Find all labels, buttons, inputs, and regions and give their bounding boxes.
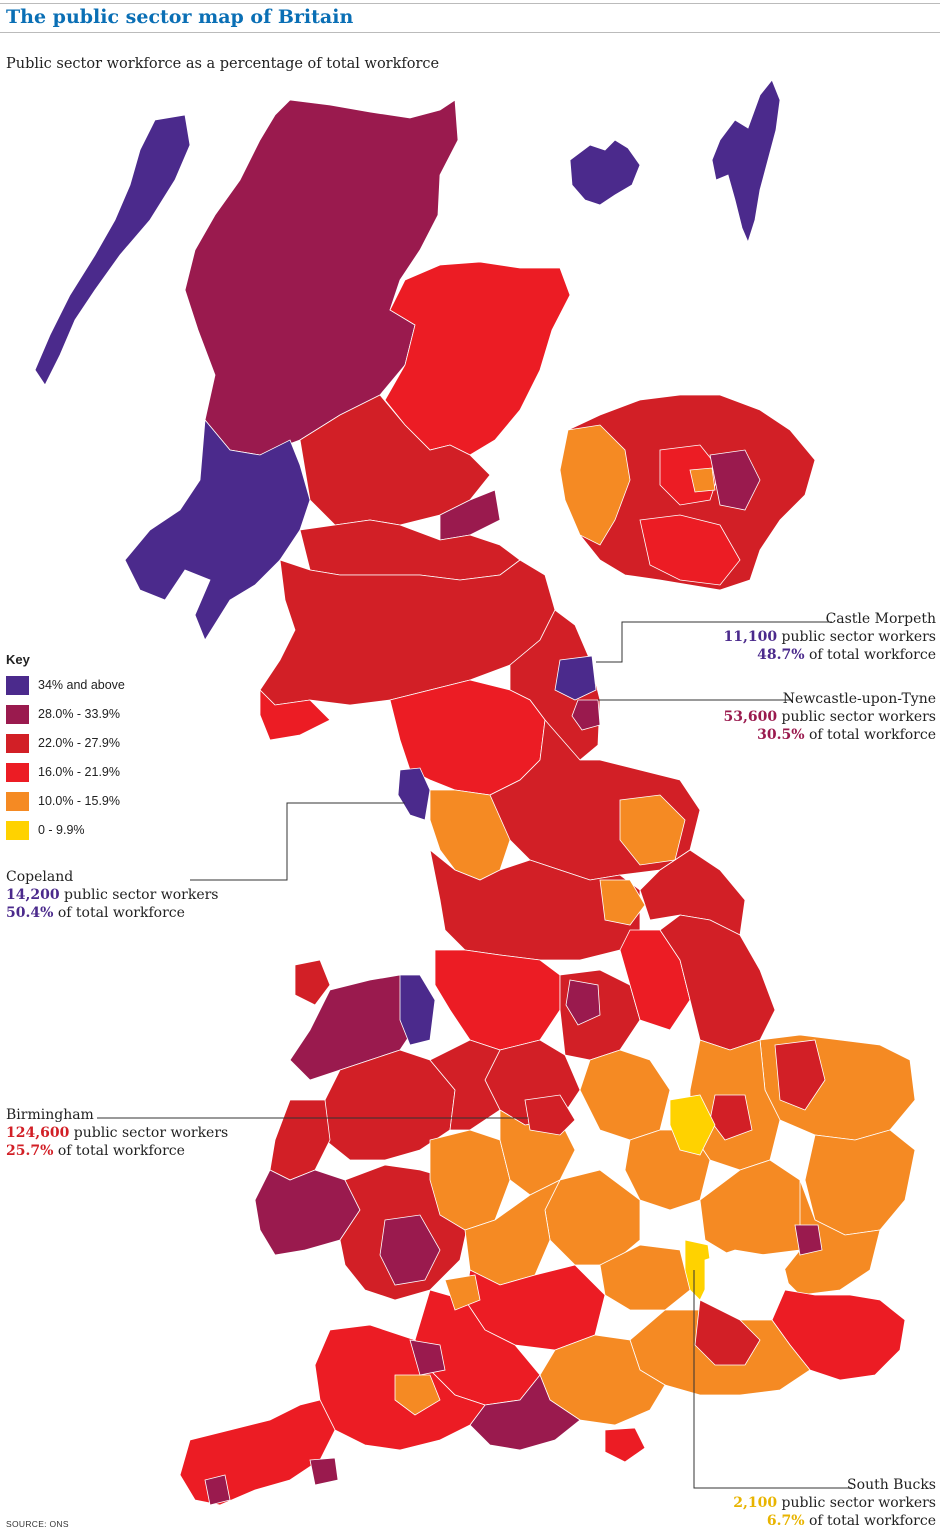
region-argyll — [124, 418, 311, 641]
callout-percent: 50.4% — [6, 905, 54, 921]
region-shetland — [711, 79, 781, 244]
region-penwith — [204, 1474, 231, 1506]
title-rule — [0, 32, 940, 33]
region-birmingham — [524, 1094, 576, 1136]
region-galloway — [259, 689, 331, 741]
inset-london-city — [689, 467, 716, 493]
source-note: SOURCE: ONS — [6, 1519, 69, 1529]
callout-name: Newcastle-upon-Tyne — [782, 691, 936, 707]
key-swatch — [6, 791, 29, 811]
callout-workers: 53,600 — [723, 709, 778, 725]
region-valleys — [379, 1214, 441, 1286]
region-surrey — [694, 1299, 761, 1366]
region-mid-devon — [409, 1339, 446, 1376]
callout-name: Copeland — [6, 869, 74, 885]
leader-south-bucks — [693, 1270, 852, 1489]
callout-percent-suffix: of total workforce — [804, 1513, 936, 1529]
callout-percent-suffix: of total workforce — [804, 647, 936, 663]
callout-newcastle: Newcastle-upon-Tyne 53,600 public sector… — [724, 690, 937, 744]
callout-workers-suffix: public sector workers — [59, 887, 219, 903]
key-swatch — [6, 704, 29, 724]
page-subtitle: Public sector workforce as a percentage … — [6, 56, 440, 72]
callout-workers-suffix: public sector workers — [777, 629, 936, 645]
key-label: 0 - 9.9% — [38, 823, 85, 837]
region-kings-lynn — [774, 1039, 826, 1111]
key-label: 10.0% - 15.9% — [38, 794, 120, 808]
key-swatch — [6, 762, 29, 782]
key-item: 10.0% - 15.9% — [6, 790, 125, 812]
region-mansfield — [565, 979, 601, 1026]
region-milton-keynes — [669, 1094, 716, 1156]
callout-workers: 2,100 — [733, 1495, 778, 1511]
callout-birmingham: Birmingham 124,600 public sector workers… — [6, 1106, 228, 1160]
region-ceredigion — [269, 1099, 331, 1181]
callout-name: Birmingham — [6, 1107, 94, 1123]
region-anglesey — [294, 959, 331, 1006]
callout-percent: 6.7% — [766, 1513, 805, 1529]
region-cheshire — [434, 949, 561, 1051]
callout-percent: 25.7% — [6, 1143, 54, 1159]
region-exeter — [394, 1374, 441, 1416]
inset-london-west — [559, 424, 631, 546]
map-key: Key 34% and above 28.0% - 33.9% 22.0% - 27… — [6, 652, 125, 848]
key-item: 28.0% - 33.9% — [6, 703, 125, 725]
key-label: 16.0% - 21.9% — [38, 765, 120, 779]
top-rule — [0, 3, 940, 4]
callout-copeland: Copeland 14,200 public sector workers 50… — [6, 868, 219, 922]
callout-percent: 30.5% — [757, 727, 805, 743]
region-chelmsford — [794, 1224, 823, 1256]
region-denbighshire — [399, 974, 436, 1046]
region-copeland — [397, 767, 431, 821]
key-label: 22.0% - 27.9% — [38, 736, 120, 750]
callout-name: Castle Morpeth — [825, 611, 936, 627]
callout-workers: 11,100 — [723, 629, 778, 645]
region-isle-of-wight — [604, 1427, 646, 1463]
key-item: 34% and above — [6, 674, 125, 696]
key-swatch — [6, 675, 29, 695]
region-plymouth — [309, 1457, 339, 1486]
key-title: Key — [6, 652, 30, 667]
region-castle-morpeth — [554, 655, 597, 701]
callout-percent-suffix: of total workforce — [53, 905, 185, 921]
region-oxfordshire — [544, 1169, 641, 1266]
region-dorset — [469, 1374, 581, 1451]
callout-workers-suffix: public sector workers — [777, 709, 936, 725]
region-suffolk — [804, 1129, 916, 1236]
callout-percent-suffix: of total workforce — [804, 727, 936, 743]
region-leicestershire — [579, 1049, 671, 1141]
callout-percent: 48.7% — [757, 647, 805, 663]
callout-percent-suffix: of total workforce — [53, 1143, 185, 1159]
callout-workers: 14,200 — [6, 887, 60, 903]
region-bristol — [444, 1274, 481, 1311]
key-item: 22.0% - 27.9% — [6, 732, 125, 754]
key-label: 34% and above — [38, 678, 125, 692]
key-item: 0 - 9.9% — [6, 819, 125, 841]
key-swatch — [6, 733, 29, 753]
region-newcastle — [571, 699, 601, 731]
region-outer-hebrides — [34, 114, 191, 386]
callout-workers-suffix: public sector workers — [69, 1125, 229, 1141]
callout-workers: 124,600 — [6, 1125, 70, 1141]
region-herefordshire — [429, 1129, 511, 1231]
inset-london-east — [709, 449, 761, 511]
callout-castle-morpeth: Castle Morpeth 11,100 public sector work… — [724, 610, 937, 664]
region-grampian — [384, 261, 571, 456]
region-selby — [599, 879, 646, 926]
key-item: 16.0% - 21.9% — [6, 761, 125, 783]
callout-south-bucks: South Bucks 2,100 public sector workers … — [733, 1476, 936, 1530]
leader-castle-morpeth — [596, 621, 832, 663]
region-berkshire — [599, 1244, 691, 1311]
inset-london-south — [639, 514, 741, 586]
callout-workers-suffix: public sector workers — [777, 1495, 936, 1511]
region-central-belt — [299, 519, 521, 581]
key-label: 28.0% - 33.9% — [38, 707, 120, 721]
callout-name: South Bucks — [847, 1477, 936, 1493]
page-title: The public sector map of Britain — [6, 6, 354, 28]
region-essex — [779, 1179, 881, 1296]
region-cornwall — [179, 1399, 336, 1506]
region-orkney — [569, 139, 641, 206]
leader-copeland — [190, 802, 405, 881]
key-swatch — [6, 820, 29, 840]
